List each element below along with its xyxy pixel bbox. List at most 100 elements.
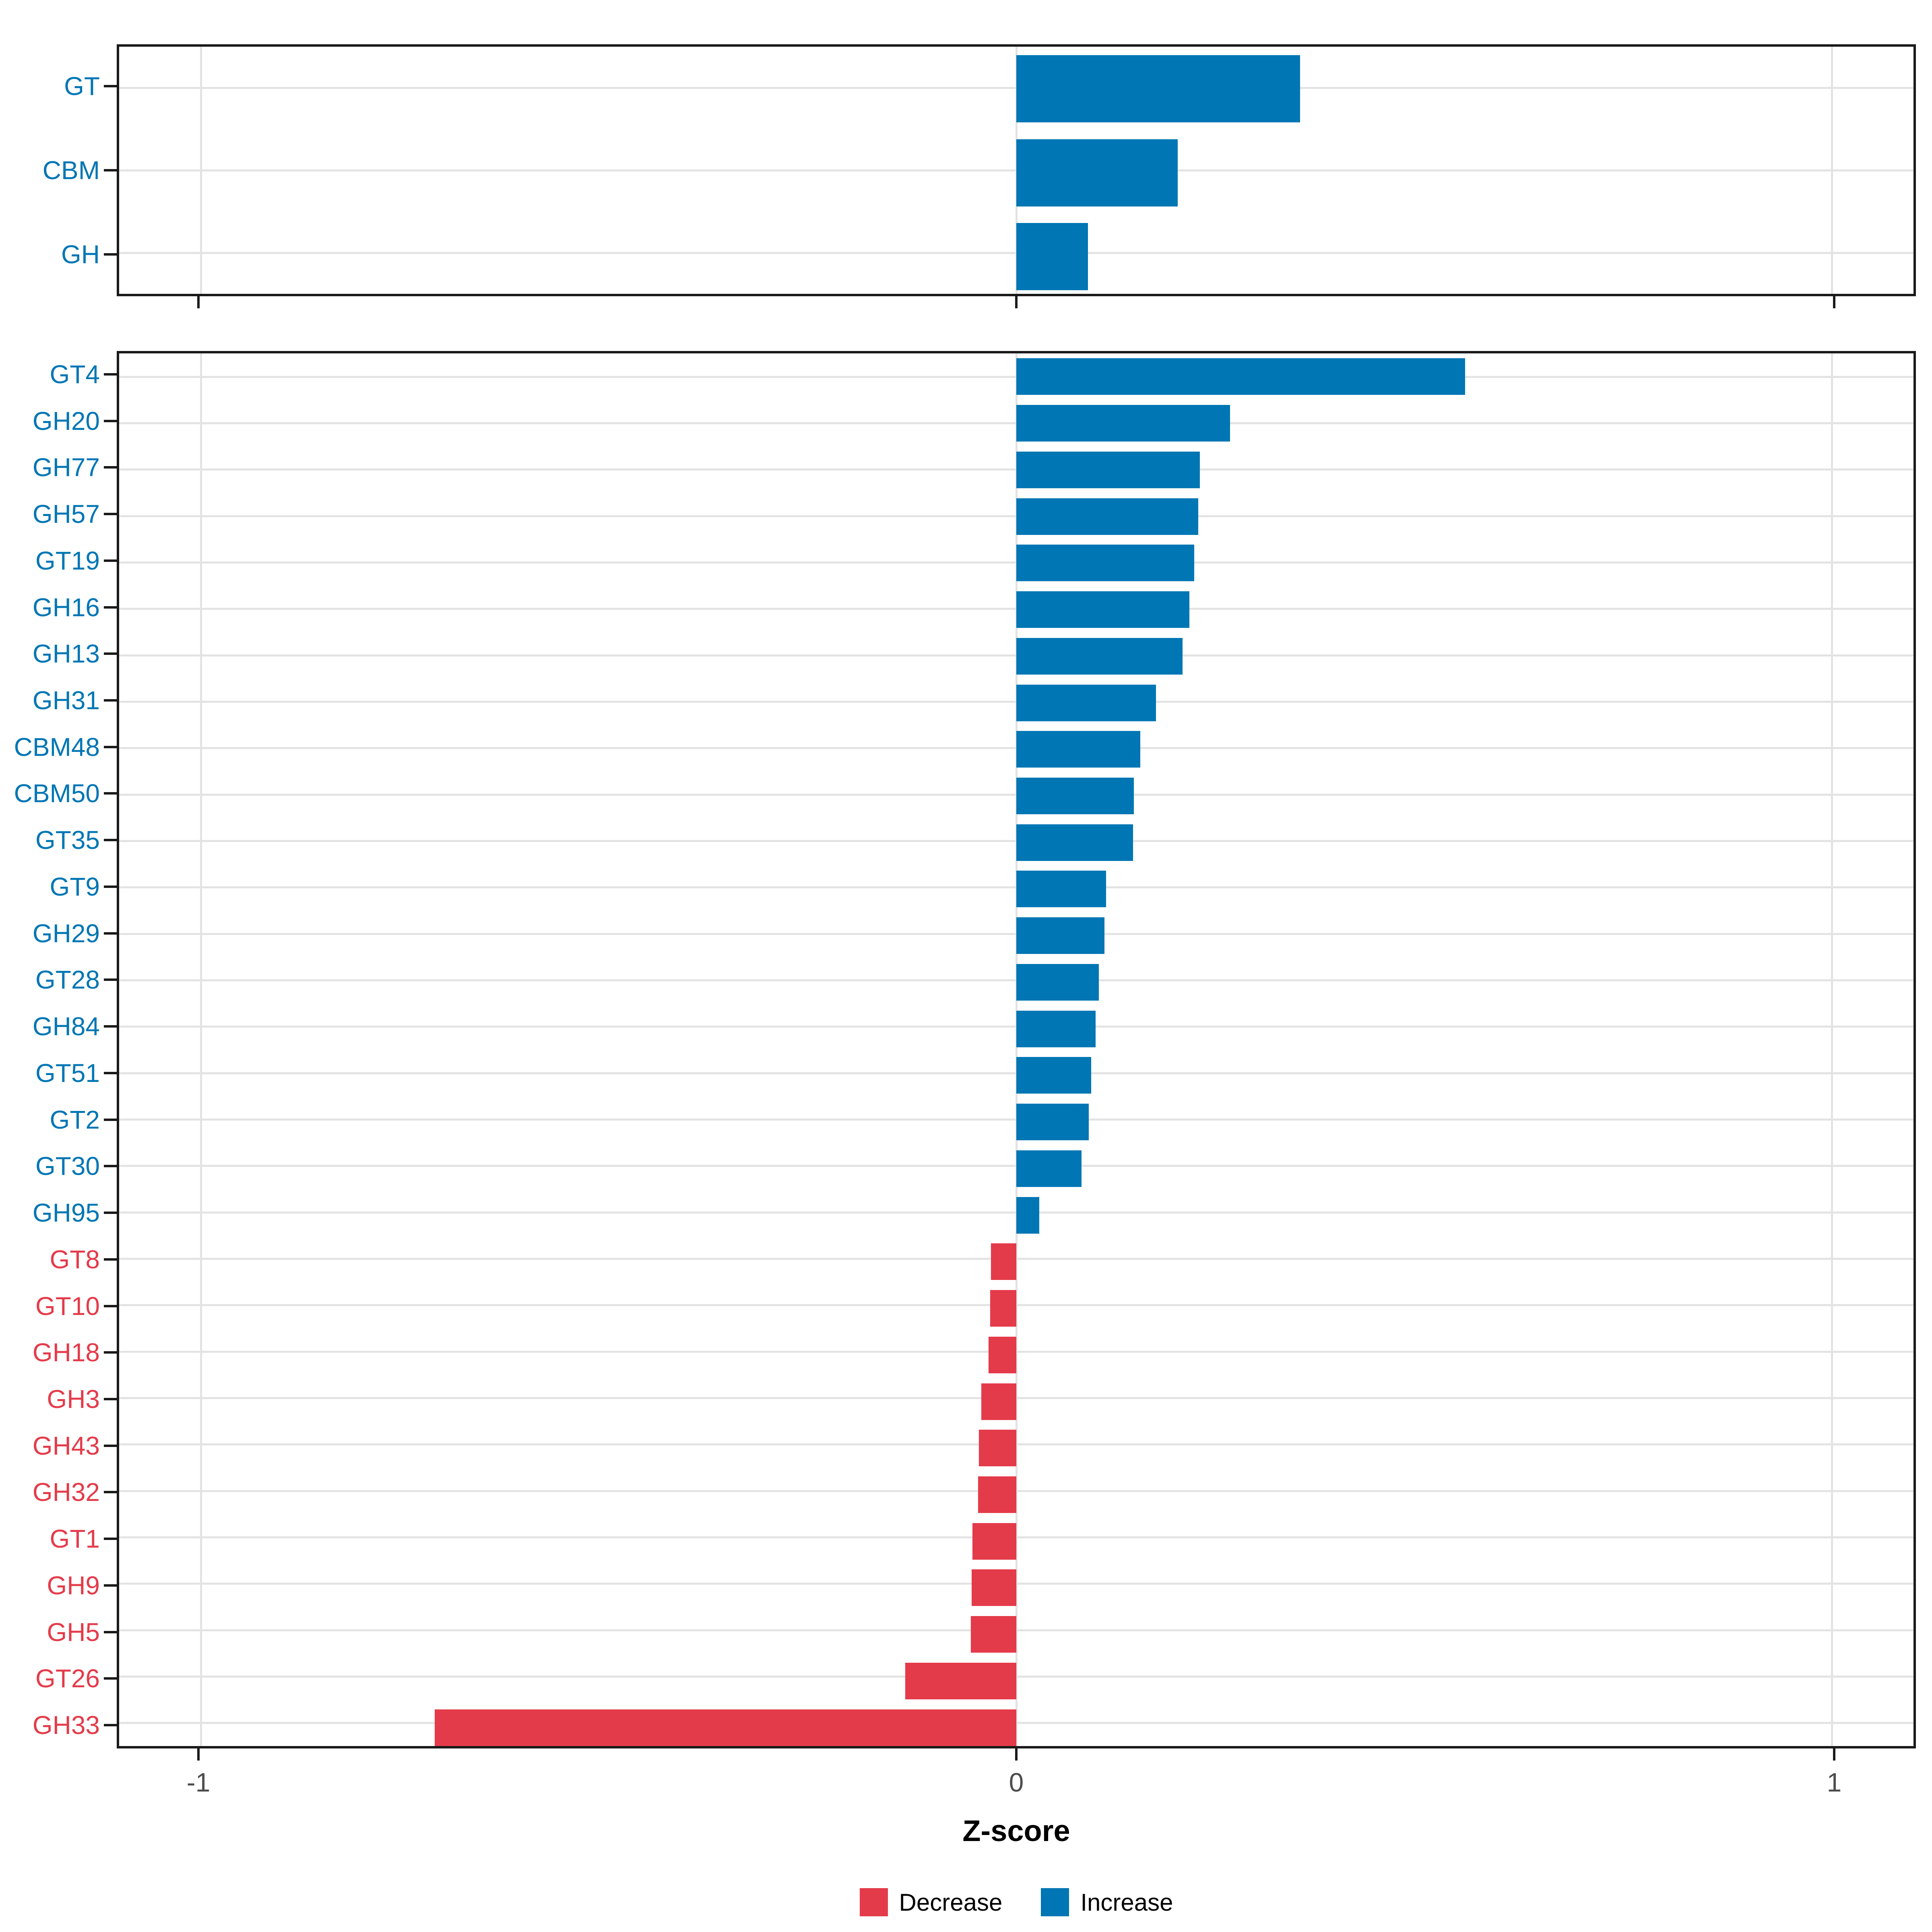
x-tick-1-summary [1833, 296, 1835, 308]
x-tick-label-1: 1 [1827, 1767, 1842, 1797]
y-tick-GH84 [104, 1025, 118, 1028]
bar-GT2 [1016, 1104, 1089, 1140]
y-tick-GH5 [104, 1631, 118, 1633]
bar-GT [1016, 55, 1300, 122]
bar-GH20 [1016, 405, 1230, 442]
category-label-GH16: GH16 [32, 593, 100, 622]
gridline-x--1 [200, 353, 202, 1746]
y-tick-GT1 [104, 1538, 118, 1540]
bar-CBM [1016, 139, 1178, 206]
category-label-GH95: GH95 [32, 1198, 100, 1227]
category-label-GT: GT [64, 72, 100, 101]
bar-GH9 [971, 1569, 1016, 1606]
category-label-CBM48: CBM48 [14, 733, 100, 762]
x-tick-1-families [1833, 1748, 1835, 1761]
y-tick-GH16 [104, 606, 118, 609]
y-tick-GT35 [104, 839, 118, 841]
x-tick-0-families [1015, 1748, 1018, 1761]
category-label-GH9: GH9 [47, 1571, 100, 1600]
bar-GT9 [1016, 871, 1106, 907]
x-tick-label-0: 0 [1009, 1767, 1024, 1797]
y-tick-GT [104, 85, 118, 87]
category-label-GH77: GH77 [32, 453, 100, 482]
bar-GH84 [1016, 1011, 1096, 1047]
gridline-x--1 [200, 47, 202, 294]
legend: Decrease Increase [117, 1882, 1916, 1922]
bar-GT28 [1016, 964, 1099, 1001]
x-tick-0-summary [1015, 296, 1018, 308]
bar-GT10 [990, 1290, 1016, 1327]
bar-GH33 [435, 1709, 1016, 1746]
category-label-GH32: GH32 [32, 1478, 100, 1507]
y-tick-GH3 [104, 1398, 118, 1400]
bar-GT4 [1016, 358, 1465, 395]
legend-label-increase: Increase [1080, 1889, 1173, 1916]
y-tick-GT10 [104, 1305, 118, 1307]
bar-CBM48 [1016, 731, 1140, 768]
category-label-GH: GH [61, 240, 100, 269]
bar-GH32 [978, 1476, 1016, 1513]
bar-GT30 [1016, 1150, 1082, 1187]
legend-label-decrease: Decrease [899, 1889, 1003, 1916]
families-panel-plot-area [117, 351, 1916, 1748]
bar-GH31 [1016, 685, 1156, 721]
category-label-GT2: GT2 [50, 1105, 100, 1134]
bar-GH57 [1016, 498, 1198, 535]
legend-gap [1013, 1902, 1030, 1903]
category-label-GH5: GH5 [47, 1618, 100, 1647]
y-tick-GT19 [104, 559, 118, 562]
bar-CBM50 [1016, 778, 1134, 814]
category-label-GT10: GT10 [35, 1292, 100, 1321]
y-tick-CBM48 [104, 746, 118, 748]
y-tick-GT28 [104, 978, 118, 981]
y-tick-GH [104, 253, 118, 256]
category-label-GT35: GT35 [35, 826, 100, 855]
category-label-CBM50: CBM50 [14, 779, 100, 808]
category-label-GT26: GT26 [35, 1664, 100, 1693]
category-label-GT19: GT19 [35, 546, 100, 575]
bar-GT35 [1016, 824, 1133, 861]
y-tick-GH43 [104, 1445, 118, 1447]
category-label-GT30: GT30 [35, 1152, 100, 1181]
bar-GH16 [1016, 591, 1189, 628]
y-tick-GH9 [104, 1584, 118, 1587]
category-label-GH43: GH43 [32, 1431, 100, 1460]
y-tick-GH32 [104, 1491, 118, 1493]
y-tick-GH29 [104, 932, 118, 935]
y-tick-CBM [104, 169, 118, 171]
bar-GH [1016, 223, 1088, 290]
category-label-GH31: GH31 [32, 686, 100, 715]
y-tick-GT26 [104, 1677, 118, 1680]
y-tick-CBM50 [104, 792, 118, 795]
y-tick-GH33 [104, 1724, 118, 1726]
category-label-GH20: GH20 [32, 407, 100, 436]
y-tick-GH57 [104, 513, 118, 515]
category-label-GH13: GH13 [32, 639, 100, 668]
bar-GT8 [991, 1243, 1016, 1280]
bar-GH77 [1016, 452, 1200, 488]
category-label-GT8: GT8 [50, 1245, 100, 1274]
x-axis-title: Z-score [962, 1814, 1070, 1847]
category-label-GT51: GT51 [35, 1059, 100, 1088]
y-tick-GH77 [104, 466, 118, 469]
category-label-GT1: GT1 [50, 1524, 100, 1553]
y-tick-GT51 [104, 1072, 118, 1074]
gridline-x-1 [1831, 47, 1833, 294]
category-label-GH18: GH18 [32, 1338, 100, 1367]
category-label-GH84: GH84 [32, 1012, 100, 1041]
y-tick-GT2 [104, 1119, 118, 1121]
bar-GH13 [1016, 638, 1183, 675]
category-label-GH33: GH33 [32, 1711, 100, 1740]
gridline-x-1 [1831, 353, 1833, 1746]
category-label-GT9: GT9 [50, 872, 100, 901]
y-tick-GH31 [104, 699, 118, 702]
y-tick-GH95 [104, 1212, 118, 1214]
bar-GH95 [1016, 1197, 1039, 1234]
y-tick-GT8 [104, 1258, 118, 1261]
y-tick-GT9 [104, 886, 118, 888]
bar-GT19 [1016, 545, 1194, 581]
bar-GT1 [972, 1523, 1016, 1560]
bar-GH3 [981, 1383, 1016, 1420]
category-label-GT4: GT4 [50, 360, 100, 389]
gridline-x-0 [1016, 353, 1018, 1746]
